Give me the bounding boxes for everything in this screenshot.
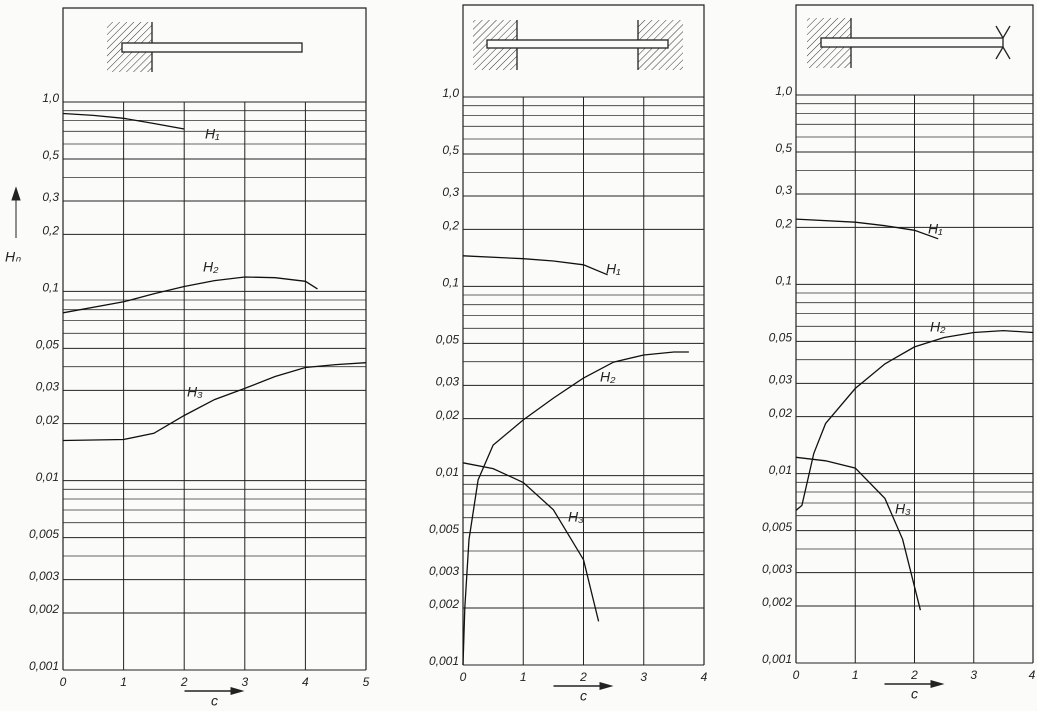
y-tick-label: 0,001 xyxy=(29,659,59,673)
series-label: H₃ xyxy=(895,501,911,517)
y-tick-label: 0,1 xyxy=(442,276,459,290)
y-tick-label: 0,3 xyxy=(42,190,59,204)
y-arrow xyxy=(11,186,21,238)
series-line xyxy=(62,362,367,442)
series-label: H₂ xyxy=(600,369,616,385)
y-tick-label: 0,5 xyxy=(775,141,792,155)
x-tick-label: 5 xyxy=(363,675,370,689)
series-line xyxy=(62,112,185,130)
series-line xyxy=(795,456,922,611)
y-tick-label: 0,002 xyxy=(762,595,792,609)
y-tick-label: 0,05 xyxy=(436,333,460,347)
y-tick-label: 1,0 xyxy=(42,91,59,105)
series-label: H₁ xyxy=(928,221,943,237)
series-label: H₁ xyxy=(205,126,220,142)
x-tick-label: 3 xyxy=(640,670,647,684)
y-tick-label: 0,3 xyxy=(775,183,792,197)
y-tick-label: 0,003 xyxy=(429,564,459,578)
frame xyxy=(62,7,367,670)
y-tick-label: 0,01 xyxy=(436,465,459,479)
series-label: H₁ xyxy=(606,261,621,277)
y-tick-label: 1,0 xyxy=(442,86,459,100)
y-tick-label: 0,003 xyxy=(29,569,59,583)
y-tick-label: 0,001 xyxy=(762,652,792,666)
y-tick-label: 0,05 xyxy=(769,331,793,345)
x-tick-label: 0 xyxy=(60,675,67,689)
y-tick-label: 0,01 xyxy=(36,470,59,484)
y-tick-label: 0,005 xyxy=(429,522,459,536)
y-tick-label: 0,1 xyxy=(42,281,59,295)
x-tick-label: 2 xyxy=(910,668,918,682)
y-tick-label: 0,05 xyxy=(36,338,60,352)
y-tick-label: 0,005 xyxy=(762,520,792,534)
x-arrow-head xyxy=(230,687,245,695)
beam-diagram xyxy=(807,18,1011,68)
x-tick-label: 4 xyxy=(302,675,309,689)
y-tick-label: 0,002 xyxy=(429,597,459,611)
y-tick-label: 0,1 xyxy=(775,274,792,288)
x-tick-label: 2 xyxy=(579,670,587,684)
series-line xyxy=(462,462,600,622)
x-axis-label: c xyxy=(211,693,218,709)
y-tick-label: 0,01 xyxy=(769,463,792,477)
x-tick-label: 1 xyxy=(852,668,859,682)
x-tick-label: 2 xyxy=(180,675,188,689)
y-tick-label: 0,5 xyxy=(442,143,459,157)
y-tick-label: 0,03 xyxy=(36,380,60,394)
x-arrow-head xyxy=(930,680,945,688)
series-line xyxy=(62,276,318,314)
beam-diagram xyxy=(107,22,303,72)
y-tick-label: 0,2 xyxy=(775,217,792,231)
y-tick-label: 0,02 xyxy=(436,408,460,422)
series-line xyxy=(462,255,608,276)
x-axis-label: c xyxy=(911,686,918,702)
x-tick-label: 3 xyxy=(970,668,977,682)
x-tick-label: 0 xyxy=(793,668,800,682)
x-tick-label: 1 xyxy=(120,675,127,689)
series-line xyxy=(462,351,689,666)
x-tick-label: 4 xyxy=(701,670,708,684)
y-tick-label: 1,0 xyxy=(775,84,792,98)
series-line xyxy=(795,329,1034,511)
x-tick-label: 3 xyxy=(241,675,248,689)
y-tick-label: 0,001 xyxy=(429,654,459,668)
y-axis-label: Hₙ xyxy=(5,249,21,265)
x-arrow-head xyxy=(599,682,614,690)
y-tick-label: 0,02 xyxy=(769,406,793,420)
x-tick-label: 1 xyxy=(520,670,527,684)
y-tick-label: 0,03 xyxy=(769,373,793,387)
x-tick-label: 0 xyxy=(460,670,467,684)
y-tick-label: 0,003 xyxy=(762,562,792,576)
series-label: H₂ xyxy=(203,259,219,275)
y-tick-label: 0,002 xyxy=(29,602,59,616)
x-tick-label: 4 xyxy=(1029,668,1036,682)
y-tick-label: 0,5 xyxy=(42,148,59,162)
y-tick-label: 0,005 xyxy=(29,527,59,541)
beam-diagram xyxy=(473,20,683,70)
y-tick-label: 0,2 xyxy=(42,224,59,238)
x-axis-label: c xyxy=(580,688,587,704)
series-label: H₂ xyxy=(930,319,946,335)
series-line xyxy=(795,218,939,240)
y-tick-label: 0,02 xyxy=(36,413,60,427)
series-label: H₃ xyxy=(187,384,203,400)
y-tick-label: 0,03 xyxy=(436,375,460,389)
y-tick-label: 0,2 xyxy=(442,219,459,233)
y-tick-label: 0,3 xyxy=(442,185,459,199)
series-label: H₃ xyxy=(568,509,584,525)
